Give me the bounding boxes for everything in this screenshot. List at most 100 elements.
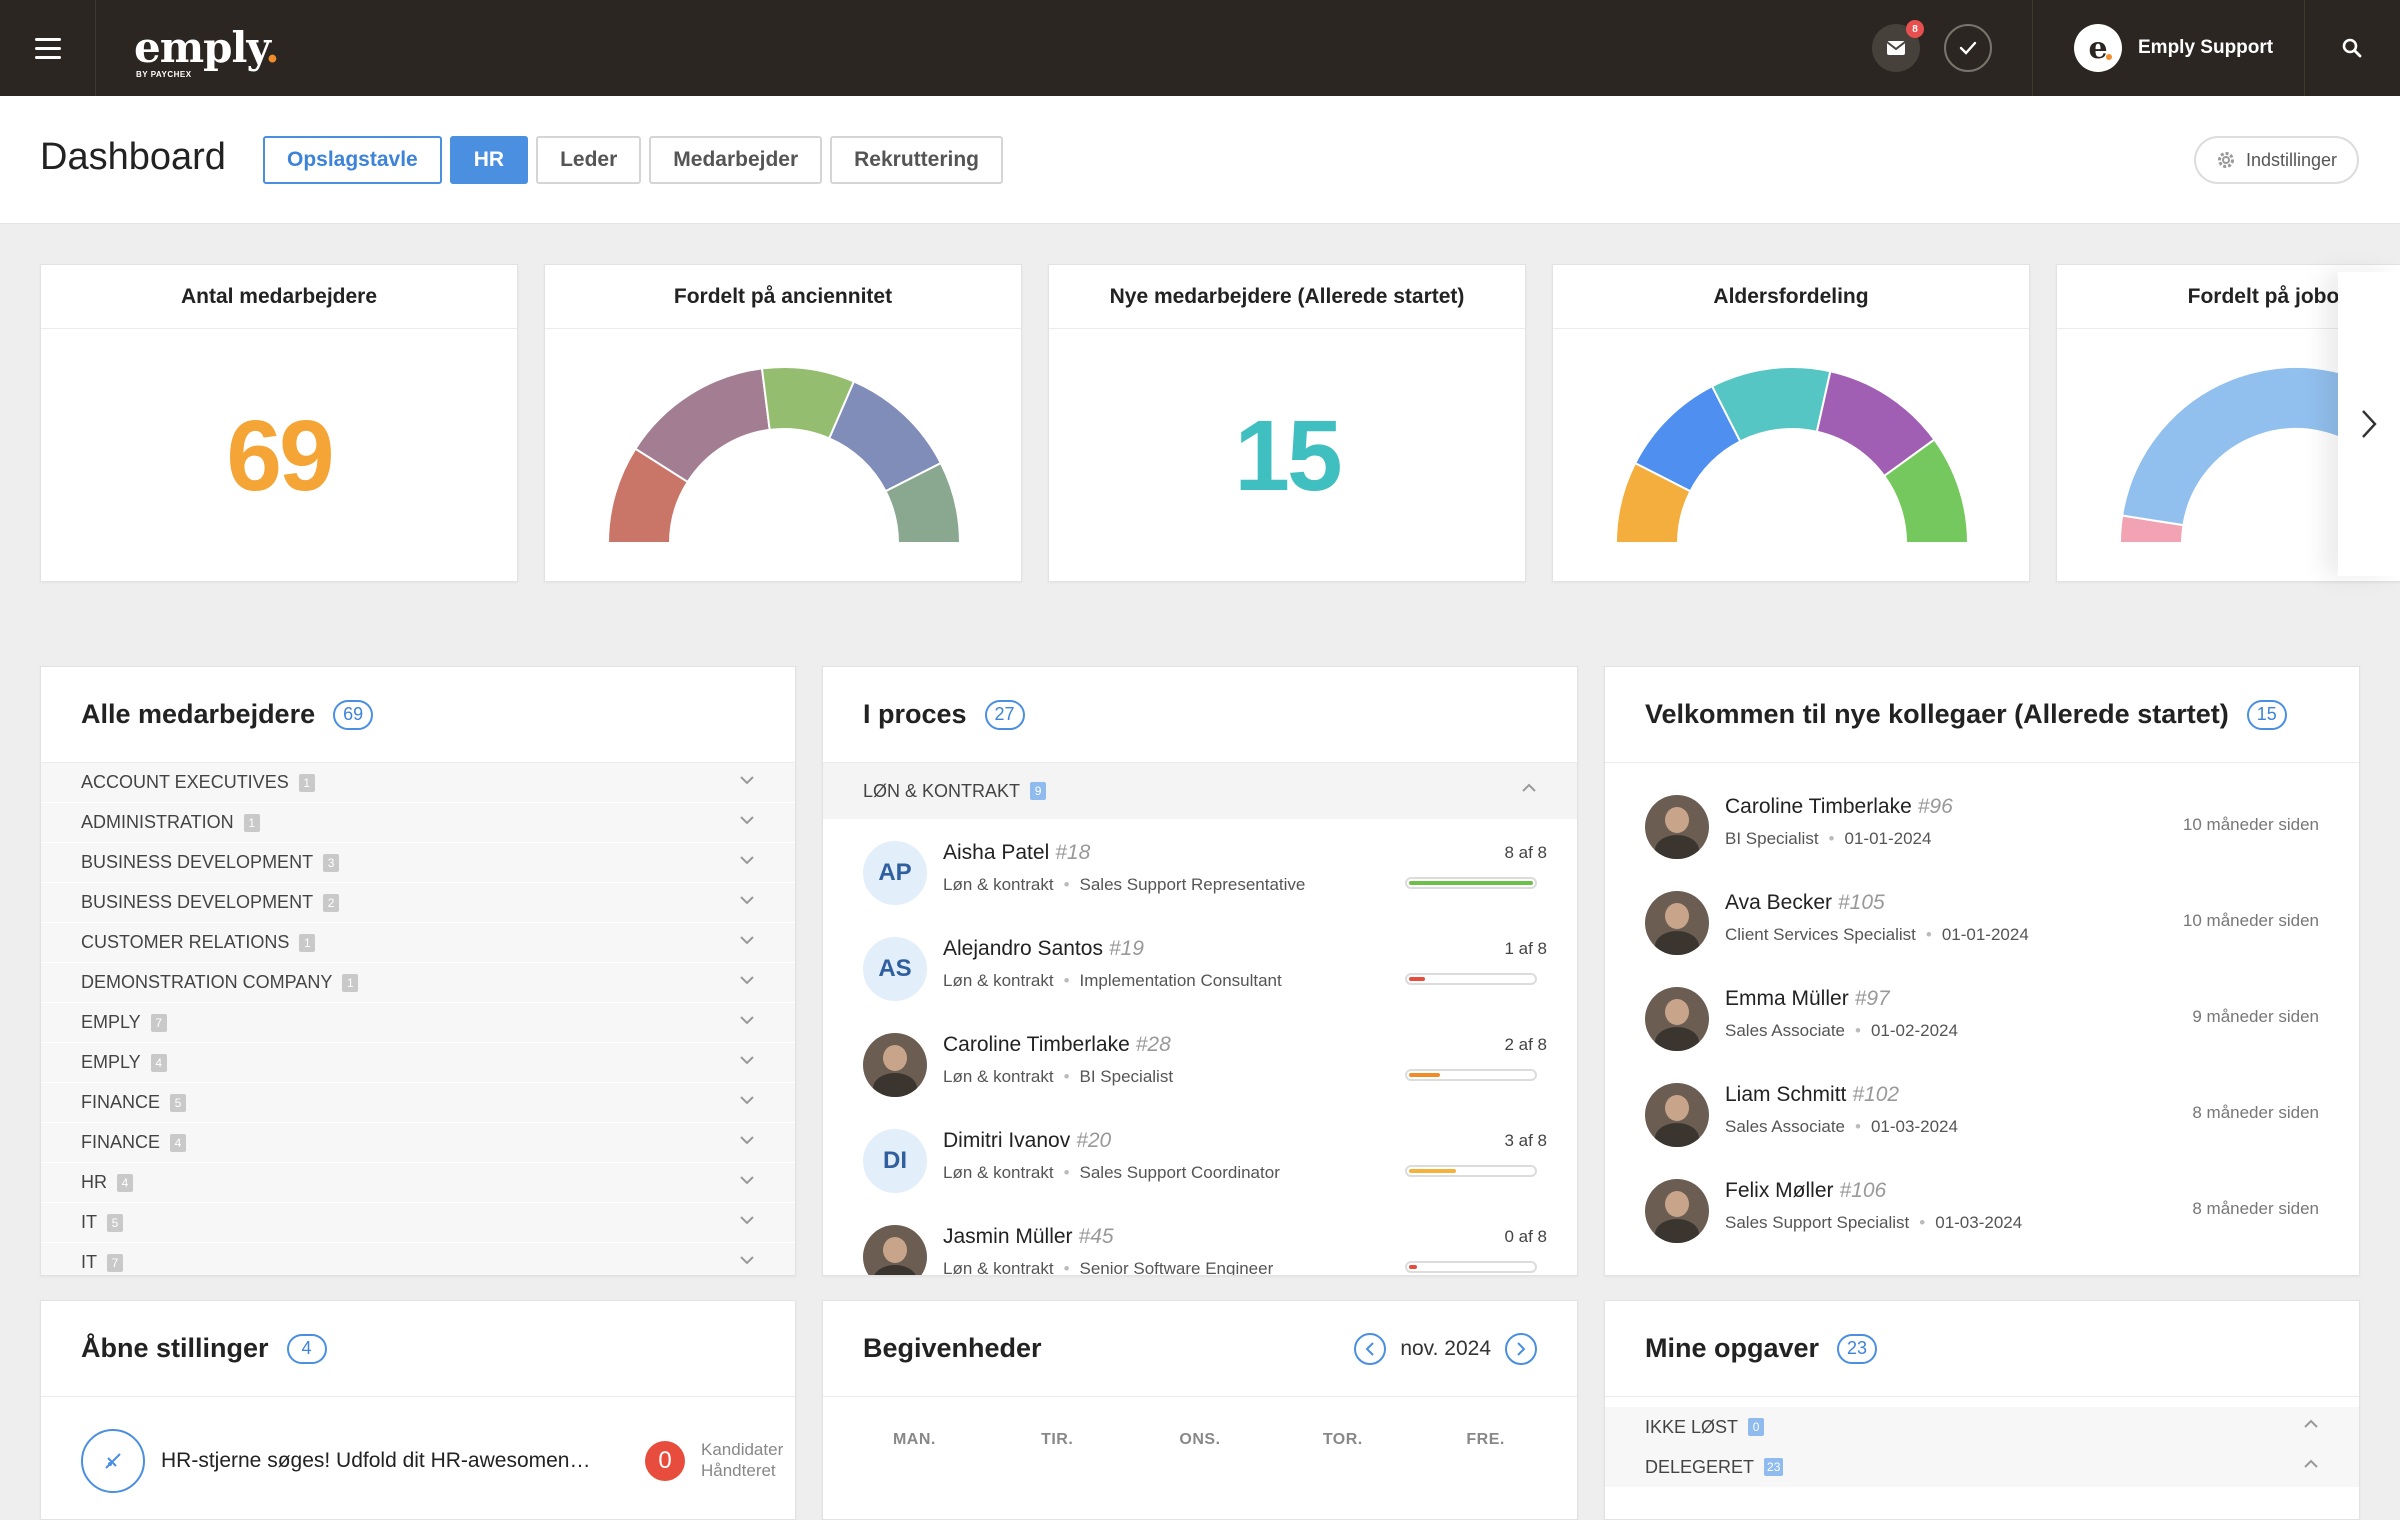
department-row[interactable]: IT 5 [41,1203,795,1243]
chevron-left-icon [1365,1342,1375,1356]
department-count: 5 [107,1213,123,1232]
messages-button[interactable]: 8 [1872,20,1924,72]
department-count: 7 [107,1253,123,1272]
department-row[interactable]: BUSINESS DEVELOPMENT 2 [41,883,795,923]
events-card: Begivenheder nov. 2024 MAN. TIR. ONS. TO… [822,1300,1578,1520]
department-row[interactable]: CUSTOMER RELATIONS 1 [41,923,795,963]
employee-name-row: Liam Schmitt #102 [1725,1083,1899,1107]
department-name: IT [81,1212,97,1232]
department-name: EMPLY [81,1052,141,1072]
emply-logo[interactable]: emply. BY PAYCHEX [134,23,280,79]
count-badge: 15 [2246,699,2287,730]
department-row[interactable]: HR 4 [41,1163,795,1203]
new-colleague-item[interactable]: Caroline Timberlake #96 BI Specialist • 01-0… [1605,779,2359,875]
prev-month-button[interactable] [1354,1333,1387,1365]
donut-segment[interactable] [1882,438,1970,544]
employee-role: Implementation Consultant [1079,971,1282,990]
new-colleague-item[interactable]: Emma Müller #97 Sales Associate • 01-02-2024… [1605,971,2359,1067]
job-posting-title[interactable]: HR-stjerne søges! Udfold dit HR-awesomen… [161,1449,601,1472]
kpi-title: Nye medarbejdere (Allerede startet) [1049,265,1525,329]
progress-bar [1405,1165,1537,1177]
next-month-button[interactable] [1505,1333,1537,1365]
employee-role: Sales Support Coordinator [1079,1163,1280,1182]
process-item[interactable]: AS Alejandro Santos #19 Løn & kontrakt • Impl… [823,923,1577,1019]
kpi-card-seniority[interactable]: Fordelt på anciennitet [544,264,1022,582]
employee-id: #96 [1917,795,1953,818]
tasks-check-button[interactable] [1944,24,1992,72]
kpi-title: Aldersfordeling [1553,265,2029,329]
progress-bar [1405,1261,1537,1273]
time-ago: 8 måneder siden [2192,1103,2319,1122]
kpi-card-age[interactable]: Aldersfordeling [1552,264,2030,582]
department-row[interactable]: ACCOUNT EXECUTIVES 1 [41,763,795,803]
tab-leder[interactable]: Leder [536,136,642,184]
department-count: 4 [150,1053,167,1072]
job-posting-icon[interactable] [81,1429,145,1493]
department-row[interactable]: FINANCE 5 [41,1083,795,1123]
process-item[interactable]: AP Aisha Patel #18 Løn & kontrakt • Sales Sup… [823,827,1577,923]
process-item[interactable]: Caroline Timberlake #28 Løn & kontrakt • BI … [823,1019,1577,1115]
candidates-label: Kandidater Håndteret [701,1440,784,1480]
calendar-month: nov. 2024 [1400,1337,1491,1360]
department-row[interactable]: EMPLY 7 [41,1003,795,1043]
employee-role: Sales Associate [1725,1021,1846,1040]
new-colleague-item[interactable]: Felix Møller #106 Sales Support Specialist… [1605,1163,2359,1259]
kpi-value: 15 [1234,399,1342,512]
new-colleague-item[interactable]: Liam Schmitt #102 Sales Associate • 01-03-20… [1605,1067,2359,1163]
start-date: 01-01-2024 [1941,925,2029,944]
new-colleague-item[interactable]: Ava Becker #105 Client Services Specialist… [1605,875,2359,971]
employee-name: Dimitri Ivanov [943,1129,1071,1152]
job-posting-row[interactable]: HR-stjerne søges! Udfold dit HR-awesomen… [81,1429,783,1493]
process-item[interactable]: DI Dimitri Ivanov #20 Løn & kontrakt • Sales … [823,1115,1577,1211]
donut-segment[interactable] [884,461,962,544]
employee-name: Ava Becker [1725,891,1832,914]
tab-opslagstavle[interactable]: Opslagstavle [263,136,442,184]
task-group-count: 0 [1748,1418,1765,1436]
department-row[interactable]: ADMINISTRATION 1 [41,803,795,843]
settings-button[interactable]: Indstillinger [2194,136,2360,184]
process-item[interactable]: Jasmin Müller #45 Løn & kontrakt • Senior So… [823,1211,1577,1275]
seniority-donut-chart [606,366,962,544]
user-menu[interactable]: e Emply Support [2074,24,2273,72]
kpi-card-employees[interactable]: Antal medarbejdere 69 [40,264,518,582]
count-badge: 69 [333,699,374,730]
in-process-card: I proces 27 LØN & KONTRAKT 9 AP Aisha Pat… [822,666,1578,1276]
department-row[interactable]: FINANCE 4 [41,1123,795,1163]
department-row[interactable]: IT 7 [41,1243,795,1275]
donut-segment[interactable] [2121,366,2400,527]
kpi-title: Antal medarbejdere [41,265,517,329]
task-group-unresolved[interactable]: IKKE LØST 0 [1605,1407,2359,1447]
carousel-next-button[interactable] [2338,272,2400,576]
employee-name: Caroline Timberlake [943,1033,1130,1056]
department-row[interactable]: DEMONSTRATION COMPANY 1 [41,963,795,1003]
card-title: Begivenheder [863,1333,1042,1363]
weekday-label: TIR. [1041,1431,1074,1448]
employee-id: #28 [1135,1033,1171,1056]
checkmark-icon [1959,41,1977,55]
chevron-right-icon [1517,1342,1526,1356]
employee-name-row: Jasmin Müller #45 [943,1225,1114,1249]
task-group-delegated[interactable]: DELEGERET 23 [1605,1447,2359,1487]
tab-medarbejder[interactable]: Medarbejder [649,136,823,184]
tab-rekruttering[interactable]: Rekruttering [830,136,1003,184]
employee-name-row: Emma Müller #97 [1725,987,1890,1011]
search-button[interactable] [2304,0,2400,96]
process-group-header[interactable]: LØN & KONTRAKT 9 [823,763,1577,819]
chevron-down-icon [740,776,754,785]
department-count: 5 [170,1093,187,1112]
department-name: ADMINISTRATION [81,812,234,832]
progress-label: 8 af 8 [1504,843,1547,862]
department-count: 3 [323,853,340,872]
messages-badge: 8 [1906,20,1924,38]
group-count: 9 [1030,782,1047,800]
department-row[interactable]: EMPLY 4 [41,1043,795,1083]
department-row[interactable]: BUSINESS DEVELOPMENT 3 [41,843,795,883]
department-name: BUSINESS DEVELOPMENT [81,852,314,872]
process-subline: Løn & kontrakt • Sales Support Representat… [943,875,1306,894]
menu-button[interactable] [0,0,96,96]
search-icon [2342,38,2362,58]
tab-hr[interactable]: HR [449,136,529,184]
calendar-weekdays: MAN. TIR. ONS. TOR. FRE. [823,1431,1577,1449]
kpi-card-new-employees[interactable]: Nye medarbejdere (Allerede startet) 15 [1048,264,1526,582]
progress-label: 2 af 8 [1504,1035,1547,1054]
